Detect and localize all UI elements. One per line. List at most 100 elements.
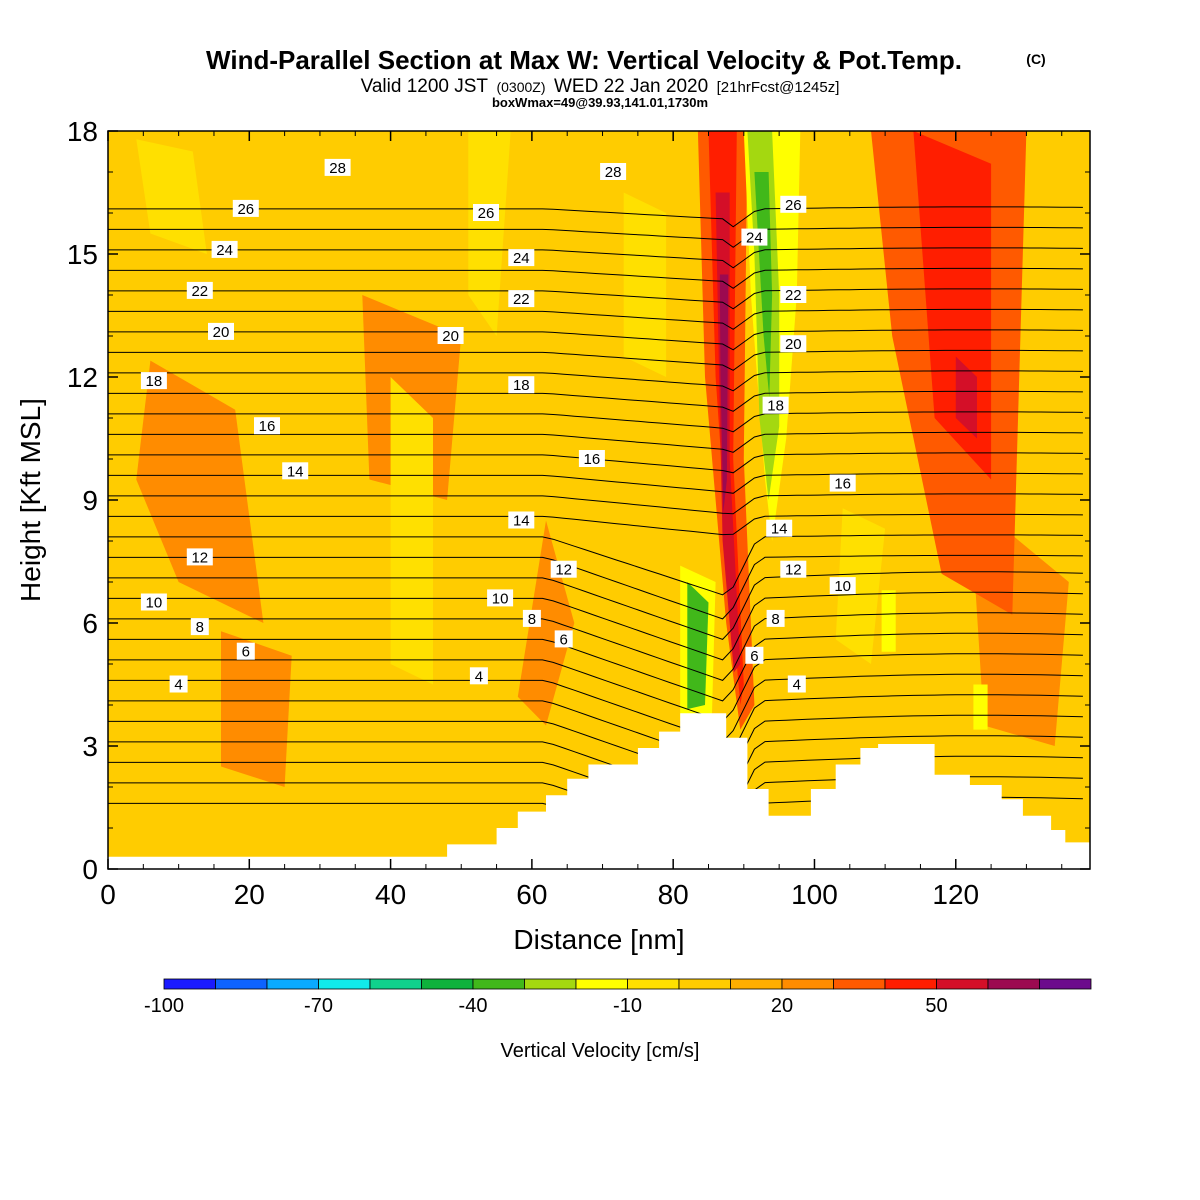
colorbar-swatch: [884, 978, 937, 990]
contour-label: 26: [237, 201, 254, 218]
contour-label-box: [780, 335, 807, 353]
contour-label: 4: [475, 668, 483, 685]
contour-label: 14: [287, 463, 304, 480]
contour-label-box: [140, 593, 167, 611]
colorbar-swatch: [369, 978, 422, 990]
contour-label-box: [140, 372, 167, 390]
theta-contour: [108, 288, 1083, 310]
contour-label-box: [236, 642, 255, 660]
contour-label-box: [780, 560, 807, 578]
colorbar-tick-label: -70: [304, 995, 333, 1017]
y-tick-label: 9: [82, 485, 98, 516]
valid-line: Valid 1200 JST (0300Z) WED 22 Jan 2020 […: [361, 76, 840, 97]
contour-label: 12: [191, 549, 208, 566]
y-tick-label: 6: [82, 608, 98, 639]
colorbar-tick-label: 50: [925, 995, 947, 1017]
colorbar-swatch: [730, 978, 783, 990]
theta-contour: [108, 308, 1083, 330]
theta-contour: [108, 513, 1083, 536]
contour-label: 6: [750, 648, 758, 665]
theta-contour: [108, 591, 1083, 661]
colorbar-tick-label: -100: [144, 995, 184, 1017]
contour-label: 18: [146, 373, 163, 390]
contour-label-box: [508, 511, 535, 529]
contour-label: 28: [605, 164, 622, 181]
theta-contour: [108, 226, 1083, 248]
colorbar-swatch: [833, 978, 886, 990]
x-axis-label: Distance [nm]: [513, 924, 684, 955]
y-tick-label: 0: [82, 854, 98, 885]
colorbar-swatch: [421, 978, 474, 990]
contour-label: 8: [528, 611, 536, 628]
contour-label: 20: [785, 336, 802, 353]
x-tick-label: 120: [932, 879, 979, 910]
valid-prefix: Valid 1200 JST: [361, 76, 489, 97]
contour-label: 18: [767, 398, 784, 415]
contour-label-box: [766, 519, 793, 537]
contour-label-box: [473, 204, 499, 221]
velocity-region: [754, 172, 773, 398]
colorbar-tick-label: -10: [613, 995, 642, 1017]
theta-contour: [108, 411, 1083, 433]
velocity-region: [221, 631, 292, 787]
contour-label-box: [487, 589, 514, 607]
contour-label: 4: [174, 677, 182, 694]
colorbar-swatch: [627, 978, 680, 990]
contour-label: 22: [513, 291, 530, 308]
theta-contour: [108, 571, 1083, 640]
chart-title-text: Wind-Parallel Section at Max W: Vertical…: [206, 45, 962, 75]
velocity-fill-layer: [136, 131, 1069, 787]
contour-label: 6: [560, 631, 568, 648]
theta-contour: [108, 714, 1083, 784]
colorbar: -100 -70 -40 -10 20 50: [144, 978, 1092, 1017]
contour-label: 16: [584, 451, 601, 468]
x-tick-label: 0: [100, 879, 116, 910]
contour-label: 24: [746, 230, 763, 247]
colorbar-swatch: [936, 978, 989, 990]
velocity-region: [687, 582, 709, 710]
contour-label: 26: [478, 205, 495, 222]
x-tick-label: 100: [791, 879, 838, 910]
colorbar-tick-label: 20: [771, 995, 793, 1017]
theta-contour: [108, 493, 1083, 515]
contour-label: 22: [191, 283, 208, 300]
contour-label-box: [554, 630, 573, 648]
contour-label-box: [745, 646, 764, 664]
terrain-mask: [108, 713, 1090, 869]
theta-contour: [108, 431, 1083, 453]
contour-label-layer: 28 26 24 22 20 18 16 14 12 10 8 6 4 20 26 24 22 18 14 12 10 8…: [140, 158, 856, 694]
x-tick-label: 60: [516, 879, 547, 910]
contour-label-box: [508, 376, 535, 394]
colorbar-label: Vertical Velocity [cm/s]: [501, 1040, 700, 1062]
colorbar-swatch: [472, 978, 525, 990]
velocity-region: [390, 377, 433, 685]
contour-label-box: [232, 199, 259, 217]
contour-label: 10: [492, 590, 509, 607]
colorbar-swatch: [575, 978, 628, 990]
contour-label: 14: [513, 513, 530, 530]
box-info: boxWmax=49@39.93,141.01,1730m: [492, 95, 708, 110]
contour-label: 4: [793, 677, 801, 694]
contour-label-box: [469, 667, 488, 685]
velocity-region: [973, 684, 988, 730]
theta-contour: [108, 612, 1083, 681]
contour-label-box: [780, 195, 807, 213]
contour-label-box: [254, 417, 280, 435]
colorbar-swatch: [1039, 978, 1092, 990]
contour-label-box: [522, 609, 541, 627]
x-axis: 0 20 40 60 80 100 120: [100, 131, 1063, 910]
contour-label: 6: [242, 644, 250, 661]
colorbar-swatch: [524, 978, 577, 990]
contour-label: 16: [259, 418, 276, 435]
contour-label: 24: [216, 242, 233, 259]
velocity-region: [623, 192, 667, 377]
y-axis-label: Height [Kft MSL]: [15, 398, 46, 602]
colorbar-swatch: [987, 978, 1040, 990]
valid-utc: (0300Z): [496, 79, 545, 95]
contour-label: 24: [513, 250, 530, 267]
contour-label: 14: [771, 521, 788, 538]
contour-label: 8: [196, 619, 204, 636]
contour-label: 12: [785, 562, 802, 579]
contour-label-box: [766, 609, 785, 627]
y-tick-label: 12: [67, 362, 98, 393]
